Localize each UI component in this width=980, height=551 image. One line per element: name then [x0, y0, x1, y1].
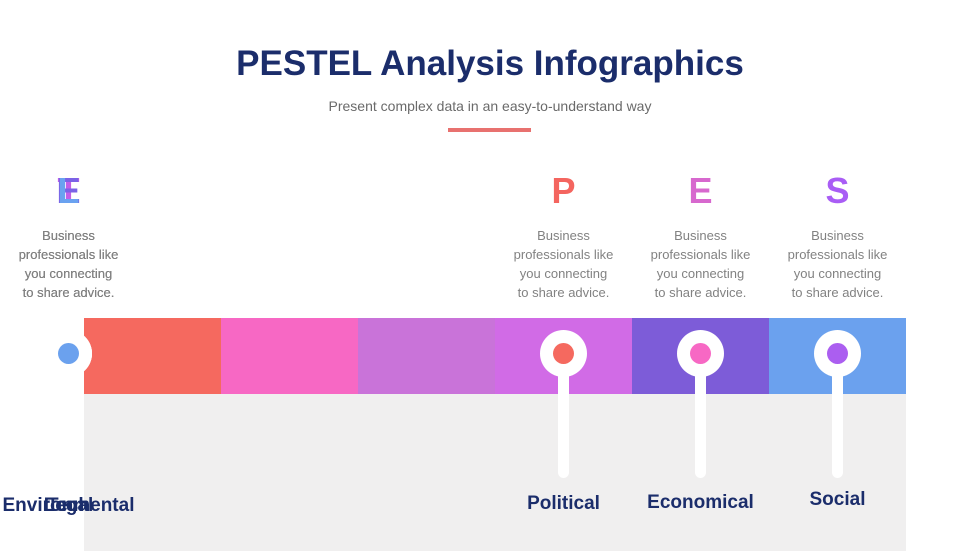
accent-divider	[448, 128, 531, 132]
description-line: to share advice.	[22, 285, 115, 300]
column-description: Business professionals like you connecti…	[776, 226, 900, 302]
description-line: you connecting	[24, 266, 113, 281]
band-segment-political	[84, 318, 221, 394]
description-line: Business	[674, 228, 727, 243]
description-line: you connecting	[793, 266, 882, 281]
description-line: to share advice.	[654, 285, 747, 300]
timeline-marker-ring	[540, 330, 587, 377]
timeline-marker-stem	[695, 358, 706, 478]
timeline-marker-stem	[558, 358, 569, 478]
description-line: Business	[537, 228, 590, 243]
description-line: you connecting	[656, 266, 745, 281]
category-label-economical: Economical	[647, 492, 754, 513]
page-subtitle: Present complex data in an easy-to-under…	[328, 98, 652, 114]
timeline-marker-dot	[827, 343, 848, 364]
timeline-marker-stem	[63, 358, 74, 478]
description-line: professionals like	[650, 247, 751, 262]
description-line: to share advice.	[791, 285, 884, 300]
column-description: Business professionals like you connecti…	[7, 226, 131, 302]
description-line: professionals like	[513, 247, 614, 262]
category-label-tech: Tech	[47, 495, 90, 516]
description-line: professionals like	[18, 247, 119, 262]
column-description: Business professionals like you connecti…	[7, 226, 131, 302]
column-description: Business professionals like you connecti…	[502, 226, 626, 302]
description-line: you connecting	[24, 266, 113, 281]
timeline-marker-ring	[677, 330, 724, 377]
letter-l: L	[57, 170, 80, 211]
pestel-column-legal: L Business professionals like you connec…	[0, 170, 137, 551]
category-label-social: Social	[809, 489, 866, 510]
description-line: Business	[42, 228, 95, 243]
band-segment-economical	[221, 318, 358, 394]
letter-s: S	[825, 170, 850, 211]
letter-t: T	[57, 170, 80, 211]
timeline-marker-dot	[553, 343, 574, 364]
description-line: Business	[42, 228, 95, 243]
category-label-political: Political	[527, 493, 600, 514]
timeline-marker-ring	[814, 330, 861, 377]
description-line: Business	[42, 228, 95, 243]
description-line: professionals like	[18, 247, 119, 262]
description-line: professionals like	[18, 247, 119, 262]
page-title: PESTEL Analysis Infographics	[236, 44, 744, 83]
column-description: Business professionals like you connecti…	[639, 226, 763, 302]
description-line: you connecting	[519, 266, 608, 281]
bottom-gray-panel	[84, 394, 906, 551]
letter-p: P	[551, 170, 576, 211]
timeline-marker-stem	[832, 358, 843, 478]
pestel-column-economical: E Business professionals like you connec…	[632, 170, 769, 551]
column-description: Business professionals like you connecti…	[7, 226, 131, 302]
description-line: to share advice.	[22, 285, 115, 300]
pestel-column-social: S Business professionals like you connec…	[769, 170, 906, 551]
description-line: to share advice.	[517, 285, 610, 300]
timeline-marker-ring	[45, 330, 92, 377]
letter-e2: E	[56, 170, 81, 211]
letter-e1: E	[688, 170, 713, 211]
description-line: to share advice.	[22, 285, 115, 300]
description-line: you connecting	[24, 266, 113, 281]
category-label-legal: Legal	[43, 495, 94, 516]
band-segment-social	[358, 318, 495, 394]
timeline-marker-dot	[690, 343, 711, 364]
category-label-environmental: Environmental	[2, 495, 135, 516]
timeline-marker-dot	[58, 343, 79, 364]
description-line: Business	[811, 228, 864, 243]
description-line: professionals like	[787, 247, 888, 262]
pestel-column-political: P Business professionals like you connec…	[495, 170, 632, 551]
